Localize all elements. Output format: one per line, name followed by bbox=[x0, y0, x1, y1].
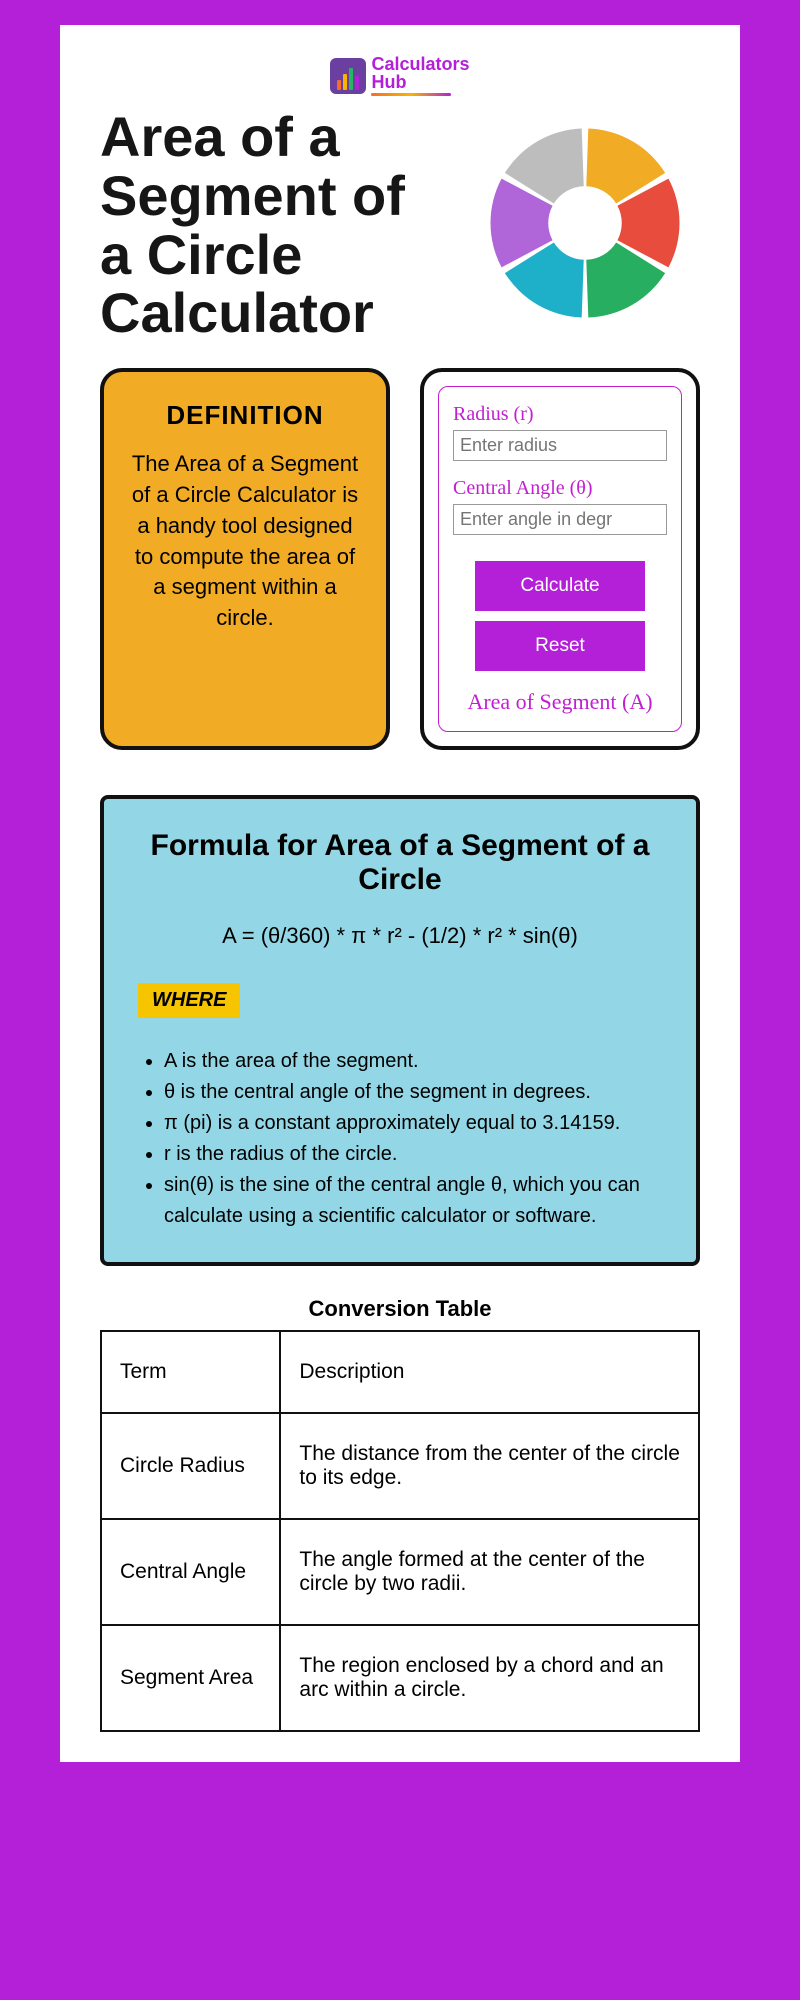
table-header-cell: Description bbox=[280, 1331, 699, 1413]
formula-variable-item: A is the area of the segment. bbox=[164, 1046, 662, 1077]
angle-label: Central Angle (θ) bbox=[453, 477, 667, 500]
table-row: Segment AreaThe region enclosed by a cho… bbox=[101, 1625, 699, 1731]
table-cell: The region enclosed by a chord and an ar… bbox=[280, 1625, 699, 1731]
formula-variable-list: A is the area of the segment.θ is the ce… bbox=[138, 1046, 662, 1232]
formula-equation: A = (θ/360) * π * r² - (1/2) * r² * sin(… bbox=[138, 923, 662, 949]
formula-box: Formula for Area of a Segment of a Circl… bbox=[100, 795, 700, 1266]
logo-line1: Calculators bbox=[371, 55, 469, 73]
reset-button[interactable]: Reset bbox=[475, 621, 645, 671]
formula-variable-item: sin(θ) is the sine of the central angle … bbox=[164, 1170, 662, 1232]
logo: Calculators Hub bbox=[100, 55, 700, 96]
result-label: Area of Segment (A) bbox=[453, 689, 667, 715]
table-cell: Central Angle bbox=[101, 1519, 280, 1625]
calculate-button[interactable]: Calculate bbox=[475, 561, 645, 611]
radius-input[interactable] bbox=[453, 430, 667, 461]
logo-icon bbox=[330, 58, 366, 94]
table-cell: The distance from the center of the circ… bbox=[280, 1413, 699, 1519]
header-row: Area of a Segment of a Circle Calculator bbox=[100, 108, 700, 343]
angle-input[interactable] bbox=[453, 504, 667, 535]
conversion-table: TermDescriptionCircle RadiusThe distance… bbox=[100, 1330, 700, 1732]
infographic-page: Calculators Hub Area of a Segment of a C… bbox=[60, 25, 740, 1762]
table-cell: Circle Radius bbox=[101, 1413, 280, 1519]
conversion-table-title: Conversion Table bbox=[100, 1296, 700, 1322]
table-cell: The angle formed at the center of the ci… bbox=[280, 1519, 699, 1625]
page-title: Area of a Segment of a Circle Calculator bbox=[100, 108, 450, 343]
table-cell: Segment Area bbox=[101, 1625, 280, 1731]
formula-variable-item: π (pi) is a constant approximately equal… bbox=[164, 1108, 662, 1139]
logo-text: Calculators Hub bbox=[371, 55, 469, 96]
formula-variable-item: r is the radius of the circle. bbox=[164, 1139, 662, 1170]
radius-label: Radius (r) bbox=[453, 403, 667, 426]
definition-box: DEFINITION The Area of a Segment of a Ci… bbox=[100, 368, 390, 750]
formula-variable-item: θ is the central angle of the segment in… bbox=[164, 1077, 662, 1108]
logo-line2: Hub bbox=[371, 73, 406, 91]
where-badge: WHERE bbox=[138, 983, 240, 1018]
table-row: Central AngleThe angle formed at the cen… bbox=[101, 1519, 699, 1625]
calculator-box: Radius (r) Central Angle (θ) Calculate R… bbox=[420, 368, 700, 750]
definition-heading: DEFINITION bbox=[126, 400, 364, 431]
table-row: Circle RadiusThe distance from the cente… bbox=[101, 1413, 699, 1519]
definition-text: The Area of a Segment of a Circle Calcul… bbox=[126, 449, 364, 634]
donut-chart bbox=[470, 108, 700, 333]
formula-title: Formula for Area of a Segment of a Circl… bbox=[138, 829, 662, 897]
table-header-cell: Term bbox=[101, 1331, 280, 1413]
